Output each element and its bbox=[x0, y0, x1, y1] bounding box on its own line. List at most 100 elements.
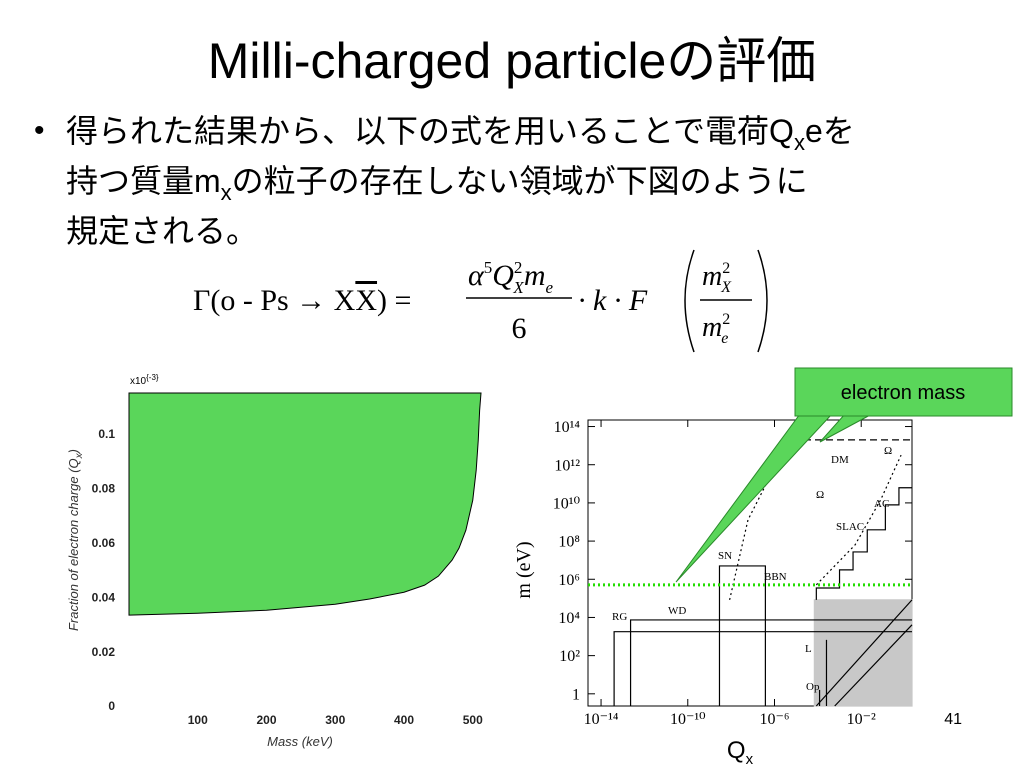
x-tick-label: 400 bbox=[394, 713, 414, 727]
arg-num: m2 X bbox=[702, 260, 732, 296]
y-tick-label: 1 bbox=[572, 686, 580, 703]
bullet-line: 得られた結果から、以下の式を用いることで電荷Qxeを bbox=[66, 113, 855, 155]
exp: 2 bbox=[722, 311, 730, 328]
x-tick-label: 200 bbox=[256, 713, 276, 727]
text: Γ(o - Ps → X bbox=[193, 284, 356, 317]
y-axis-title: Fraction of electron charge (Qx) bbox=[66, 449, 85, 631]
text: ) = bbox=[377, 284, 411, 317]
x-tick-label: 500 bbox=[463, 713, 483, 727]
area bbox=[128, 392, 482, 616]
sub: x bbox=[74, 452, 85, 459]
boundary-line bbox=[718, 565, 766, 706]
y-axis-title: m (eV) bbox=[513, 541, 535, 598]
boundary-line bbox=[729, 419, 805, 601]
numerator: α5Q2 Xme bbox=[468, 258, 553, 297]
y-tick-label: 0.02 bbox=[92, 645, 116, 659]
sub: x bbox=[746, 751, 754, 768]
charts: 100 200 300 400 500 0 0.02 0.04 0.06 0.08 0.1 10⁻¹⁴… bbox=[92, 392, 913, 728]
bullet-mark: • bbox=[34, 114, 45, 147]
paren bbox=[684, 249, 695, 353]
boundary-line bbox=[815, 487, 912, 600]
text: m bbox=[524, 259, 546, 292]
bullet-line: 規定される。 bbox=[66, 213, 258, 249]
x-tick-label: 10⁻⁶ bbox=[759, 711, 789, 728]
text: α bbox=[468, 259, 485, 292]
sub: e bbox=[721, 330, 728, 347]
text: m bbox=[702, 312, 722, 343]
text: x10 bbox=[130, 376, 147, 387]
region-label: RG bbox=[612, 611, 627, 623]
region-label: SN bbox=[718, 550, 732, 562]
y-multiplier: x10{-3} bbox=[130, 373, 159, 387]
subscript: x bbox=[794, 130, 805, 155]
text: eを bbox=[805, 113, 855, 149]
slide-title: Milli-charged particleの評価 bbox=[208, 33, 817, 89]
boundary-line bbox=[834, 624, 913, 707]
boundary-line bbox=[815, 599, 913, 707]
exp: 2 bbox=[514, 258, 523, 277]
plot-frame bbox=[587, 419, 913, 707]
y-tick-label: 0 bbox=[108, 699, 115, 713]
formula: Γ(o - Ps → XX) = α5Q2 Xme 6 · k · F m2 X m… bbox=[193, 249, 768, 353]
text: 持つ質量m bbox=[66, 163, 221, 199]
callout-text: electron mass bbox=[841, 382, 966, 404]
y-tick-label: 10¹² bbox=[554, 457, 580, 474]
text: X bbox=[355, 284, 377, 317]
x-tick-label: 10⁻¹⁰ bbox=[670, 711, 706, 728]
text: m bbox=[702, 261, 722, 292]
region-label: WD bbox=[668, 605, 686, 617]
x-tick-label: 10⁻² bbox=[847, 711, 876, 728]
y-tick-label: 10¹⁴ bbox=[554, 419, 581, 436]
y-tick-label: 0.08 bbox=[92, 481, 116, 495]
text: の粒子の存在しない領域が下図のように bbox=[232, 163, 808, 199]
exp: {-3} bbox=[146, 373, 159, 382]
y-tick-label: 0.06 bbox=[92, 536, 116, 550]
x-axis-title: Qx bbox=[727, 737, 754, 768]
region-label: DM bbox=[831, 454, 849, 466]
y-tick-label: 0.04 bbox=[92, 590, 116, 604]
subscript: x bbox=[221, 180, 232, 205]
formula-lhs: Γ(o - Ps → XX) = bbox=[193, 284, 411, 317]
text: ) bbox=[66, 449, 81, 455]
region-label: Ω bbox=[884, 445, 892, 457]
x-tick-label: 10⁻¹⁴ bbox=[584, 711, 619, 728]
boundary-line bbox=[613, 631, 912, 706]
denominator: 6 bbox=[512, 312, 527, 345]
region-label: SLAC bbox=[836, 521, 864, 533]
region-label: Ω bbox=[816, 489, 824, 501]
sub: X bbox=[512, 278, 524, 297]
exp: 2 bbox=[722, 260, 730, 277]
x-axis-title: Mass (keV) bbox=[267, 734, 333, 749]
sub: e bbox=[545, 278, 553, 297]
text: Q bbox=[727, 737, 746, 764]
callout-box bbox=[794, 367, 1013, 417]
y-tick-label: 10¹⁰ bbox=[553, 496, 580, 513]
x-tick-label: 100 bbox=[188, 713, 208, 727]
y-tick-label: 10⁶ bbox=[558, 572, 580, 589]
y-tick-label: 10⁸ bbox=[558, 534, 580, 551]
y-tick-label: 10² bbox=[559, 648, 580, 665]
exp: 5 bbox=[484, 258, 493, 277]
region-label: AC bbox=[874, 498, 889, 510]
boundary-line bbox=[629, 619, 912, 706]
region-label: Op bbox=[806, 681, 820, 693]
text: 規定される。 bbox=[66, 213, 258, 249]
region-label: BBN bbox=[764, 571, 787, 583]
page-number: 41 bbox=[944, 711, 962, 728]
text: Fraction of electron charge (Q bbox=[66, 458, 81, 631]
y-tick-label: 0.1 bbox=[98, 427, 115, 441]
x-tick-label: 300 bbox=[325, 713, 345, 727]
paren bbox=[757, 249, 768, 353]
text: 得られた結果から、以下の式を用いることで電荷Q bbox=[66, 113, 794, 149]
callout-pointer bbox=[675, 413, 834, 583]
text: Q bbox=[492, 259, 514, 292]
y-tick-label: 10⁴ bbox=[558, 610, 580, 627]
sub: X bbox=[720, 279, 732, 296]
arg-den: m2 e bbox=[702, 311, 730, 347]
formula-middle: · k · F bbox=[578, 284, 648, 317]
region-label: L bbox=[805, 643, 812, 655]
boundary-line bbox=[815, 454, 902, 586]
bullet-line: 持つ質量mxの粒子の存在しない領域が下図のように bbox=[66, 163, 808, 205]
